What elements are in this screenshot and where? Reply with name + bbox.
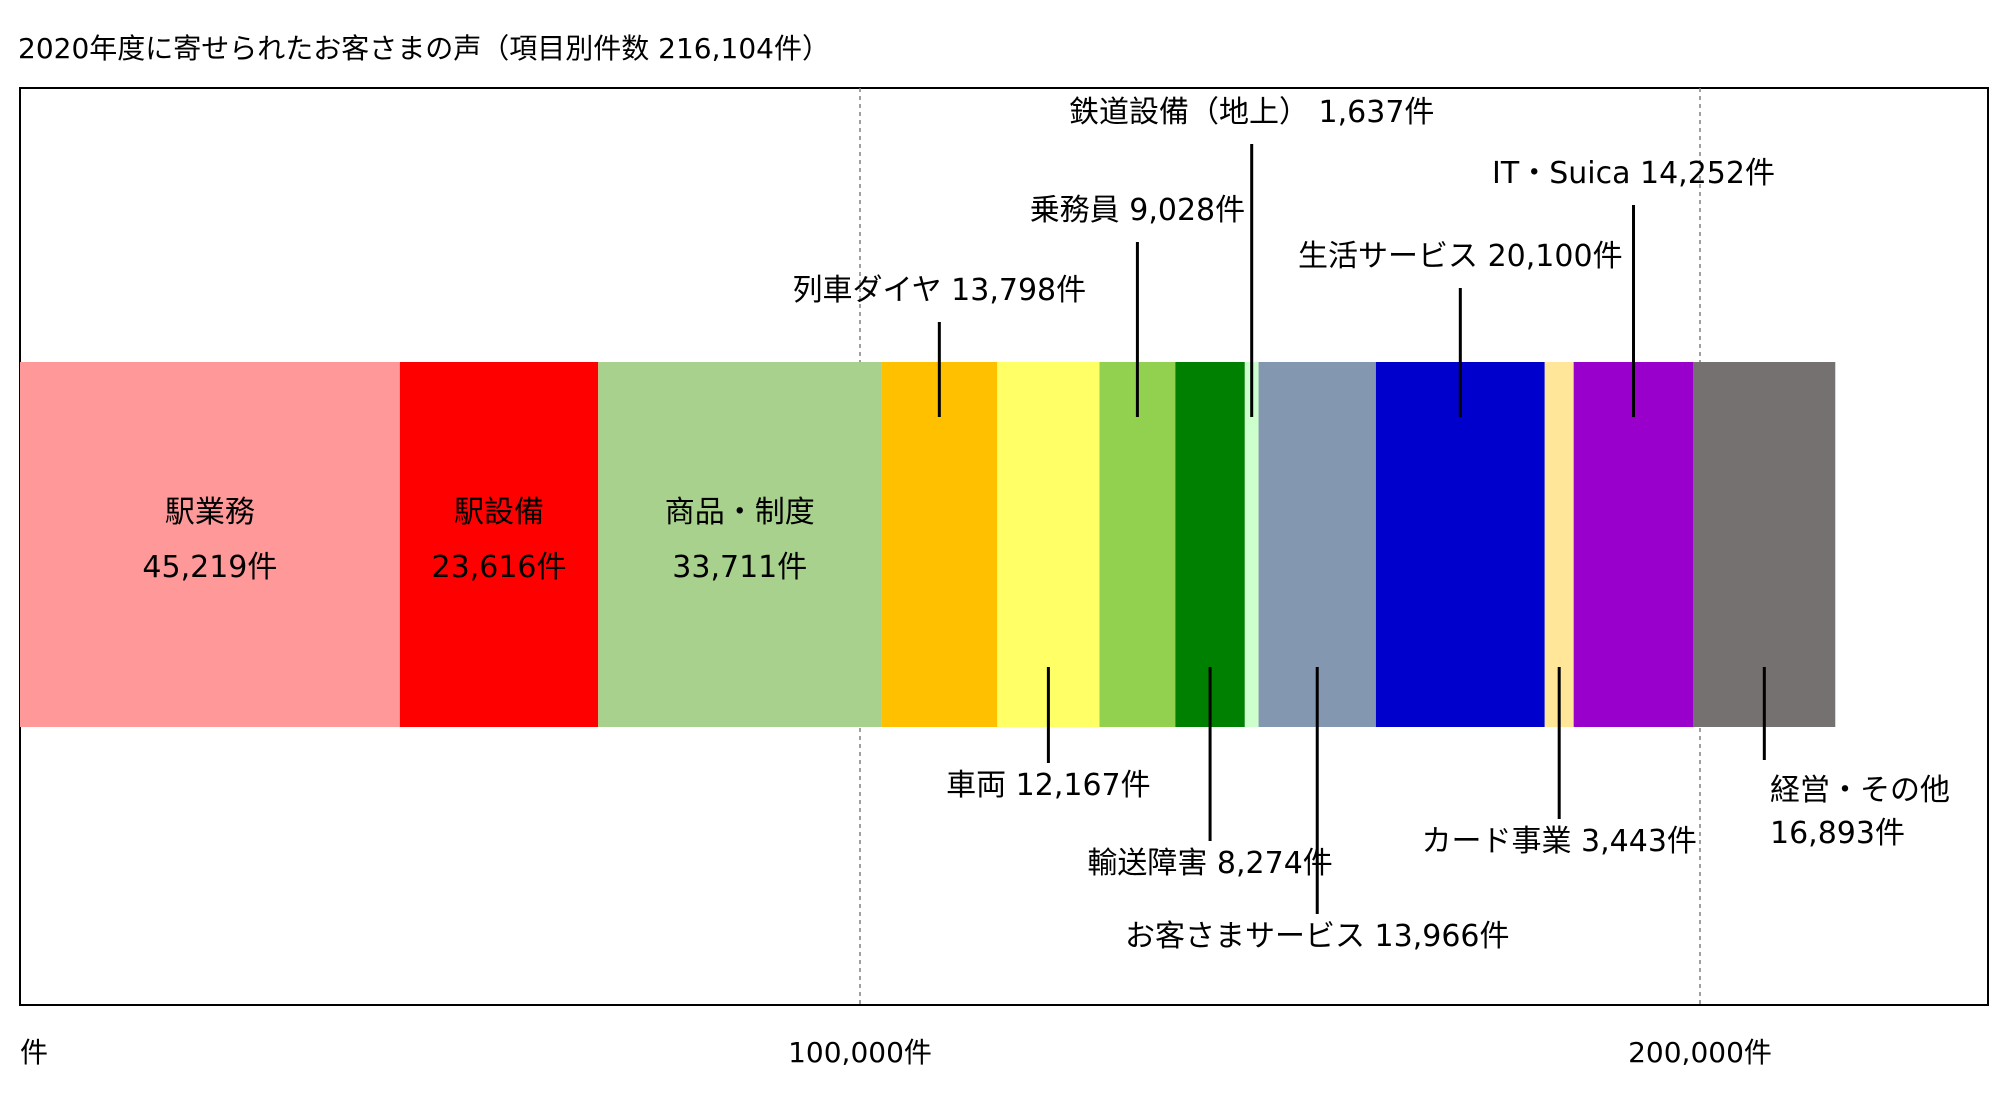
- bar-segment-3: [598, 362, 882, 727]
- bar-segment-10: [1375, 362, 1545, 727]
- x-axis-ticks: 件 100,000件 200,000件: [20, 1036, 1772, 1069]
- bar-segment-2: [399, 362, 599, 727]
- chart-title: 2020年度に寄せられたお客さまの声（項目別件数 216,104件）: [18, 32, 830, 65]
- segment-callout-label: お客さまサービス 13,966件: [1125, 919, 1510, 954]
- x-tick-label: 100,000件: [788, 1036, 932, 1069]
- bar-segment-9: [1258, 362, 1376, 727]
- segment-callout-label: 輸送障害 8,274件: [1087, 846, 1332, 881]
- segment-name-label: 商品・制度: [665, 495, 815, 530]
- segment-callout-label: 車両 12,167件: [946, 768, 1151, 803]
- segment-name-label: 駅業務: [165, 495, 255, 530]
- bar-segments: [20, 362, 1836, 727]
- segment-value-label: 16,893件: [1770, 816, 1905, 851]
- segment-value-label: 33,711件: [672, 550, 807, 585]
- segment-callout-label: 乗務員 9,028件: [1030, 193, 1245, 228]
- bar-segment-6: [1099, 362, 1176, 727]
- bar-segment-13: [1693, 362, 1836, 727]
- segment-name-label: 生活サービス: [1298, 239, 1488, 274]
- segment-value-label: 45,219件: [142, 550, 277, 585]
- segment-name-label: お客さまサービス: [1125, 919, 1375, 954]
- segment-value-label: 23,616件: [432, 550, 567, 585]
- segment-name-label: 車両: [946, 768, 1016, 803]
- segment-labels: 駅業務 45,219件 駅設備 23,616件 商品・制度 33,711件 列車ダイヤ 13…: [142, 95, 1950, 954]
- bar-segment-7: [1175, 362, 1245, 727]
- segment-value-label: 14,252件: [1640, 156, 1775, 191]
- segment-name-label: 列車ダイヤ: [793, 273, 952, 308]
- x-tick-label: 200,000件: [1628, 1036, 1772, 1069]
- bar-segment-8: [1244, 362, 1259, 727]
- x-tick-label: 件: [20, 1036, 48, 1069]
- segment-name-label: 乗務員: [1030, 193, 1130, 228]
- bar-segment-5: [997, 362, 1100, 727]
- bar-segment-11: [1544, 362, 1574, 727]
- bar-segment-4: [881, 362, 998, 727]
- leader-lines: [937, 144, 1766, 914]
- segment-value-label: 3,443件: [1581, 824, 1697, 859]
- segment-callout-label: 鉄道設備（地上） 1,637件: [1069, 95, 1434, 130]
- segment-callout-label: 列車ダイヤ 13,798件: [793, 273, 1087, 308]
- segment-callout-label: カード事業 3,443件: [1421, 824, 1696, 859]
- segment-value-label: 9,028件: [1129, 193, 1245, 228]
- segment-name-label: 鉄道設備（地上）: [1069, 95, 1319, 130]
- segment-value-label: 13,966件: [1375, 919, 1510, 954]
- segment-name-label: IT・Suica: [1492, 156, 1640, 191]
- segment-callout-label: 生活サービス 20,100件: [1298, 239, 1623, 274]
- bar-segment-1: [20, 362, 400, 727]
- segment-value-label: 20,100件: [1488, 239, 1623, 274]
- bar-segment-12: [1573, 362, 1694, 727]
- segment-name-label: 輸送障害: [1087, 846, 1217, 881]
- segment-name-label: 経営・その他: [1770, 773, 1950, 808]
- segment-value-label: 1,637件: [1319, 95, 1435, 130]
- segment-callout-label: IT・Suica 14,252件: [1492, 156, 1775, 191]
- segment-value-label: 8,274件: [1217, 846, 1333, 881]
- segment-value-label: 13,798件: [951, 273, 1086, 308]
- segment-name-label: カード事業: [1421, 824, 1581, 859]
- segment-value-label: 12,167件: [1016, 768, 1151, 803]
- segment-name-label: 駅設備: [454, 495, 544, 530]
